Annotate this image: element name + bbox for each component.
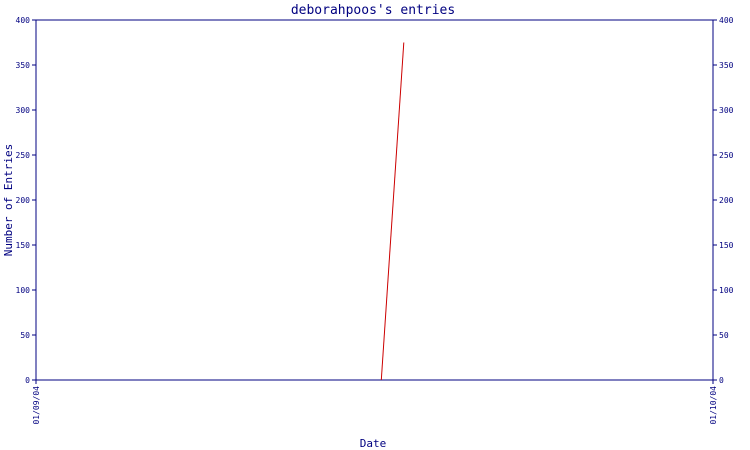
y-tick-label-right: 50	[719, 331, 729, 340]
y-tick-label-right: 250	[719, 151, 734, 160]
y-tick-label-left: 350	[16, 61, 31, 70]
y-tick-label-left: 0	[25, 376, 30, 385]
y-tick-label-left: 200	[16, 196, 31, 205]
y-axis-label: Number of Entries	[2, 144, 15, 257]
y-tick-label-left: 400	[16, 16, 31, 25]
y-tick-label-left: 250	[16, 151, 31, 160]
y-tick-label-right: 200	[719, 196, 734, 205]
y-tick-label-left: 300	[16, 106, 31, 115]
x-axis-ticks: 01/09/04 01/10/04	[32, 380, 718, 425]
series-group	[380, 42, 405, 381]
y-tick-label-right: 100	[719, 286, 734, 295]
x-axis-label: Date	[360, 437, 387, 450]
x-tick-label: 01/10/04	[709, 386, 718, 425]
y-tick-label-right: 350	[719, 61, 734, 70]
y-tick-label-right: 150	[719, 241, 734, 250]
y-tick-label-right: 300	[719, 106, 734, 115]
chart-title: deborahpoos's entries	[291, 3, 455, 18]
y-tick-label-left: 150	[16, 241, 31, 250]
x-tick-label: 01/09/04	[32, 386, 41, 425]
y-tick-label-right: 400	[719, 16, 734, 25]
series-line	[380, 42, 405, 381]
y-tick-label-right: 0	[719, 376, 724, 385]
y-axis-right-ticks: 0 50 100 150 200 250 300 350 400	[713, 16, 734, 385]
y-tick-label-left: 50	[20, 331, 30, 340]
y-tick-label-left: 100	[16, 286, 31, 295]
y-axis-left-ticks: 0 50 100 150 200 250 300 350 400	[16, 16, 36, 385]
plot-frame	[35, 19, 714, 381]
